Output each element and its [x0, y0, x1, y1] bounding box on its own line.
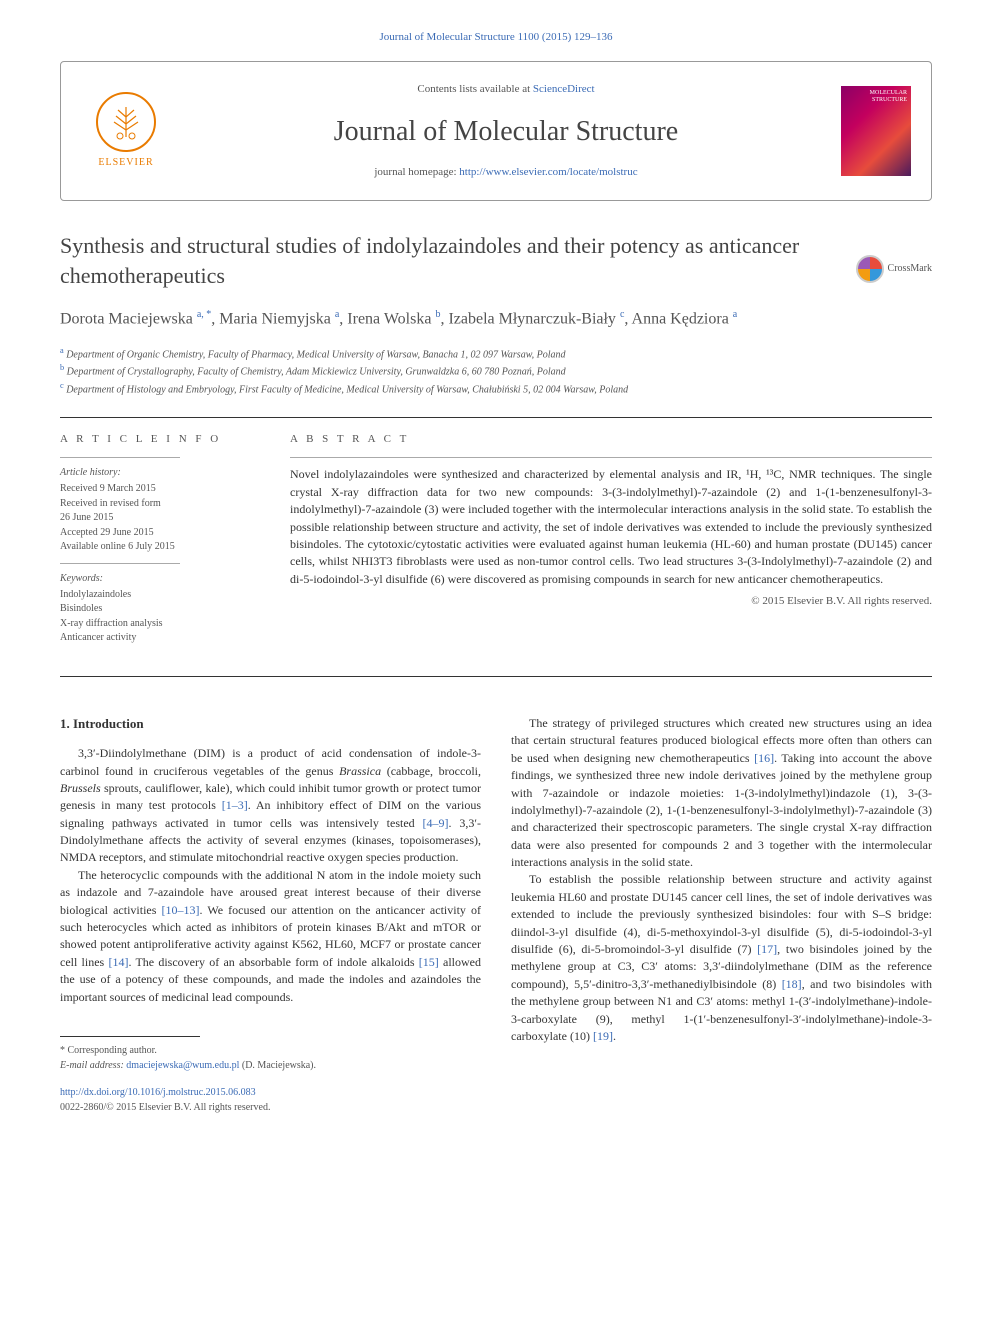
- corresponding-author: * Corresponding author.: [60, 1043, 481, 1058]
- p1-italic-2: Brussels: [60, 781, 101, 795]
- affiliation-c: Department of Histology and Embryology, …: [66, 384, 628, 395]
- email-label: E-mail address:: [60, 1060, 126, 1071]
- body-columns: 1. Introduction 3,3′-Diindolylmethane (D…: [60, 715, 932, 1073]
- info-divider-1: [60, 457, 180, 458]
- ref-link-14[interactable]: [14]: [108, 955, 128, 969]
- section-1-heading: 1. Introduction: [60, 715, 481, 733]
- rule-top: [60, 417, 932, 418]
- doi-link[interactable]: http://dx.doi.org/10.1016/j.molstruc.201…: [60, 1087, 256, 1098]
- contents-available: Contents lists available at ScienceDirec…: [171, 82, 841, 97]
- column-right: The strategy of privileged structures wh…: [511, 715, 932, 1073]
- author-1: Dorota Maciejewska: [60, 310, 193, 327]
- doi-block: http://dx.doi.org/10.1016/j.molstruc.201…: [60, 1085, 932, 1115]
- author-3: , Irena Wolska: [339, 310, 431, 327]
- contents-prefix: Contents lists available at: [417, 83, 532, 95]
- intro-para-1: 3,3′-Diindolylmethane (DIM) is a product…: [60, 745, 481, 867]
- author-2: , Maria Niemyjska: [211, 310, 331, 327]
- elsevier-wordmark: ELSEVIER: [98, 156, 153, 170]
- p3-text-b: . Taking into account the above findings…: [511, 751, 932, 869]
- ref-link-17[interactable]: [17]: [757, 942, 777, 956]
- keywords-text: Indolylazaindoles Bisindoles X-ray diffr…: [60, 588, 260, 646]
- intro-para-3: The strategy of privileged structures wh…: [511, 715, 932, 872]
- intro-para-4: To establish the possible relationship b…: [511, 871, 932, 1045]
- cover-label-1: MOLECULAR: [870, 90, 907, 97]
- keywords-label: Keywords:: [60, 572, 260, 586]
- authors-list: Dorota Maciejewska a, *, Maria Niemyjska…: [60, 307, 932, 331]
- crossmark-label: CrossMark: [888, 262, 932, 276]
- ref-link-4-9[interactable]: [4–9]: [423, 816, 449, 830]
- author-5: , Anna Kędziora: [624, 310, 728, 327]
- email-suffix: (D. Maciejewska).: [239, 1060, 316, 1071]
- elsevier-logo: ELSEVIER: [81, 86, 171, 176]
- elsevier-tree-icon: [96, 92, 156, 152]
- article-info-heading: A R T I C L E I N F O: [60, 432, 260, 447]
- affiliation-a: Department of Organic Chemistry, Faculty…: [66, 349, 565, 360]
- email-link[interactable]: dmaciejewska@wum.edu.pl: [126, 1060, 239, 1071]
- cover-label-2: STRUCTURE: [870, 97, 907, 104]
- p1-italic-1: Brassica: [339, 764, 381, 778]
- ref-link-1-3[interactable]: [1–3]: [222, 798, 248, 812]
- homepage-prefix: journal homepage:: [374, 166, 459, 178]
- column-left: 1. Introduction 3,3′-Diindolylmethane (D…: [60, 715, 481, 1073]
- p4-text-d: .: [613, 1029, 616, 1043]
- history-label: Article history:: [60, 466, 260, 480]
- journal-homepage: journal homepage: http://www.elsevier.co…: [171, 165, 841, 180]
- rule-bottom: [60, 676, 932, 677]
- author-5-affil: a: [733, 309, 737, 320]
- info-divider-2: [60, 563, 180, 564]
- footnote-rule: [60, 1036, 200, 1037]
- abstract-copyright: © 2015 Elsevier B.V. All rights reserved…: [290, 594, 932, 609]
- affiliation-b: Department of Crystallography, Faculty o…: [67, 367, 566, 378]
- p2-text-c: . The discovery of an absorbable form of…: [128, 955, 418, 969]
- article-title: Synthesis and structural studies of indo…: [60, 231, 932, 290]
- intro-para-2: The heterocyclic compounds with the addi…: [60, 867, 481, 1006]
- affiliations: a Department of Organic Chemistry, Facul…: [60, 345, 932, 397]
- journal-header: ELSEVIER Contents lists available at Sci…: [60, 61, 932, 201]
- author-4: , Izabela Młynarczuk-Biały: [440, 310, 615, 327]
- article-info: A R T I C L E I N F O Article history: R…: [60, 432, 260, 646]
- ref-link-15[interactable]: [15]: [419, 955, 439, 969]
- p1-text-c: (cabbage, broccoli,: [381, 764, 481, 778]
- author-1-affil: a, *: [197, 309, 211, 320]
- issn-line: 0022-2860/© 2015 Elsevier B.V. All right…: [60, 1102, 270, 1113]
- abstract-text: Novel indolylazaindoles were synthesized…: [290, 466, 932, 588]
- sciencedirect-link[interactable]: ScienceDirect: [533, 83, 595, 95]
- abstract-divider: [290, 457, 932, 458]
- ref-link-16[interactable]: [16]: [754, 751, 774, 765]
- ref-link-18[interactable]: [18]: [782, 977, 802, 991]
- email-line: E-mail address: dmaciejewska@wum.edu.pl …: [60, 1058, 481, 1073]
- journal-cover-thumbnail: MOLECULAR STRUCTURE: [841, 86, 911, 176]
- ref-link-10-13[interactable]: [10–13]: [161, 903, 199, 917]
- abstract-heading: A B S T R A C T: [290, 432, 932, 447]
- crossmark-badge[interactable]: CrossMark: [856, 255, 932, 283]
- ref-link-19[interactable]: [19]: [593, 1029, 613, 1043]
- homepage-link[interactable]: http://www.elsevier.com/locate/molstruc: [459, 166, 637, 178]
- citation-header: Journal of Molecular Structure 1100 (201…: [60, 30, 932, 45]
- abstract: A B S T R A C T Novel indolylazaindoles …: [290, 432, 932, 646]
- history-text: Received 9 March 2015 Received in revise…: [60, 482, 260, 555]
- crossmark-icon: [856, 255, 884, 283]
- journal-title: Journal of Molecular Structure: [171, 112, 841, 151]
